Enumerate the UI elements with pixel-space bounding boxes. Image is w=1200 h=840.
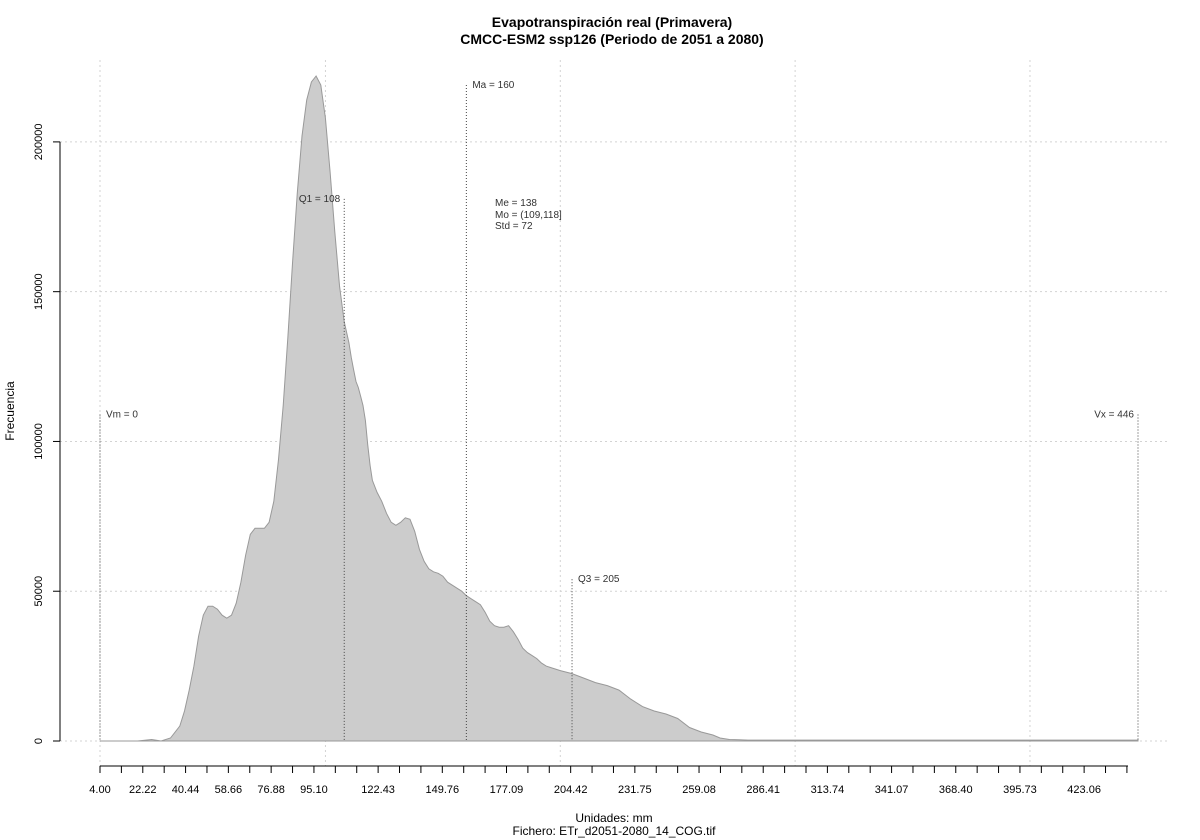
x-tick-label-10: 231.75 <box>618 784 652 796</box>
y-tick-label-4: 200000 <box>33 124 45 161</box>
y-tick-label-0: 0 <box>33 738 45 744</box>
x-tick-label-14: 341.07 <box>875 784 909 796</box>
footer-filename: Fichero: ETr_d2051-2080_14_COG.tif <box>513 824 717 838</box>
y-axis-label: Frecuencia <box>3 381 17 441</box>
x-tick-label-4: 76.88 <box>257 784 285 796</box>
marker-label-q3: Q3 = 205 <box>578 574 620 585</box>
marker-label-vm: Vm = 0 <box>106 409 138 420</box>
y-axis: 0 50000 100000 150000 200000 <box>33 124 61 744</box>
x-tick-label-15: 368.40 <box>939 784 973 796</box>
x-tick-label-13: 313.74 <box>811 784 845 796</box>
marker-label-ma: Ma = 160 <box>472 80 514 91</box>
chart-title: Evapotranspiración real (Primavera) <box>492 14 732 30</box>
stats-std: Std = 72 <box>495 221 533 232</box>
area-layer <box>100 75 1139 742</box>
stats-me: Me = 138 <box>495 198 537 209</box>
y-tick-label-3: 150000 <box>33 273 45 310</box>
x-tick-label-6: 122.43 <box>361 784 395 796</box>
stats-mo: Mo = (109,118] <box>495 210 562 221</box>
x-tick-label-0: 4.00 <box>89 784 110 796</box>
marker-layer: Vm = 0 Q1 = 108 Ma = 160 Q3 = 205 Vx = 446 <box>99 80 1139 741</box>
x-tick-label-12: 286.41 <box>746 784 780 796</box>
x-tick-label-5: 95.10 <box>300 784 328 796</box>
x-tick-label-7: 149.76 <box>425 784 459 796</box>
x-tick-label-1: 22.22 <box>129 784 157 796</box>
x-axis: 4.00 22.22 40.44 58.66 76.88 95.10 122.43 149.7… <box>89 765 1128 796</box>
y-tick-label-1: 50000 <box>33 576 45 607</box>
x-axis-label: Unidades: mm <box>575 811 652 825</box>
marker-label-q1: Q1 = 108 <box>299 194 341 205</box>
x-tick-label-9: 204.42 <box>554 784 588 796</box>
chart-subtitle: CMCC-ESM2 ssp126 (Periodo de 2051 a 2080… <box>460 31 763 47</box>
x-tick-label-3: 58.66 <box>215 784 243 796</box>
x-tick-label-11: 259.08 <box>682 784 716 796</box>
y-tick-label-2: 100000 <box>33 423 45 460</box>
density-area <box>100 75 1139 742</box>
marker-label-vx: Vx = 446 <box>1094 409 1134 420</box>
x-tick-label-17: 423.06 <box>1067 784 1101 796</box>
x-tick-label-16: 395.73 <box>1003 784 1037 796</box>
x-tick-label-8: 177.09 <box>490 784 524 796</box>
x-tick-label-2: 40.44 <box>172 784 200 796</box>
